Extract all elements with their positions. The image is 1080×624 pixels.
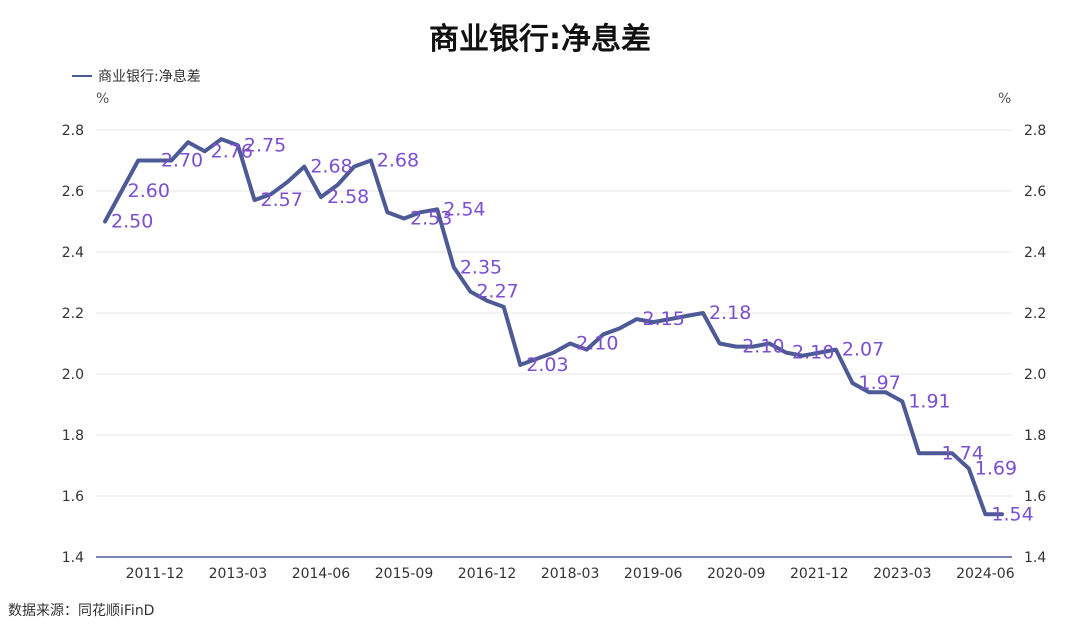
y-tick-label-left: 2.8 [62,123,84,139]
chart-title: 商业银行:净息差 [429,22,651,57]
x-tick-label: 2024-06 [956,566,1015,582]
data-label: 1.97 [859,372,901,394]
x-tick-label: 2016-12 [458,566,517,582]
data-label: 2.10 [792,342,834,364]
data-source: 数据来源：同花顺iFinD [8,603,155,619]
series-line [103,137,1004,517]
data-label: 1.74 [942,442,984,464]
data-label: 2.54 [443,198,485,220]
x-tick-label: 2013-03 [209,566,268,582]
data-label: 2.57 [261,189,303,211]
legend: 商业银行:净息差 [72,66,201,86]
x-tick-label: 2018-03 [541,566,600,582]
data-label: 2.68 [310,156,352,178]
legend-label: 商业银行:净息差 [98,69,201,85]
data-label: 2.10 [742,336,784,358]
data-label: 1.91 [908,390,950,412]
x-tick-label: 2019-06 [624,566,683,582]
data-label: 2.75 [244,134,286,156]
y-tick-label-left: 2.0 [62,367,84,383]
y-tick-label-right: 2.0 [1024,367,1046,383]
y-tick-label-right: 1.8 [1024,428,1046,444]
right-axis-unit: % [998,91,1012,107]
x-tick-label: 2014-06 [292,566,351,582]
left-axis-unit: % [96,91,110,107]
data-label: 2.03 [526,354,568,376]
y-tick-label-left: 2.6 [62,184,84,200]
x-tick-label: 2023-03 [873,566,932,582]
data-label: 2.27 [476,281,518,303]
data-label: 2.07 [842,339,884,361]
x-tick-label: 2021-12 [790,566,849,582]
data-label: 1.69 [975,458,1017,480]
legend-swatch [72,75,92,77]
y-tick-label-right: 1.4 [1024,550,1046,566]
y-tick-label-left: 1.4 [62,550,84,566]
data-label: 2.60 [128,180,170,202]
data-label: 2.58 [327,186,369,208]
data-label: 2.68 [377,150,419,172]
data-label: 2.70 [161,150,203,172]
data-label: 1.54 [991,503,1033,525]
y-tick-label-right: 2.8 [1024,123,1046,139]
data-label: 2.18 [709,302,751,324]
y-tick-label-right: 2.6 [1024,184,1046,200]
x-tick-label: 2015-09 [375,566,434,582]
x-tick-label: 2011-12 [126,566,185,582]
y-tick-label-left: 1.8 [62,428,84,444]
data-label: 2.10 [576,333,618,355]
data-label: 2.53 [410,207,452,229]
y-tick-label-right: 2.2 [1024,306,1046,322]
y-tick-label-left: 1.6 [62,489,84,505]
x-tick-label: 2020-09 [707,566,766,582]
data-label: 2.15 [643,308,685,330]
y-tick-label-left: 2.2 [62,306,84,322]
data-label: 2.35 [460,256,502,278]
y-tick-label-left: 2.4 [62,245,84,261]
data-label: 2.76 [211,140,253,162]
y-tick-label-right: 2.4 [1024,245,1046,261]
data-label: 2.50 [111,211,153,233]
y-tick-label-right: 1.6 [1024,489,1046,505]
